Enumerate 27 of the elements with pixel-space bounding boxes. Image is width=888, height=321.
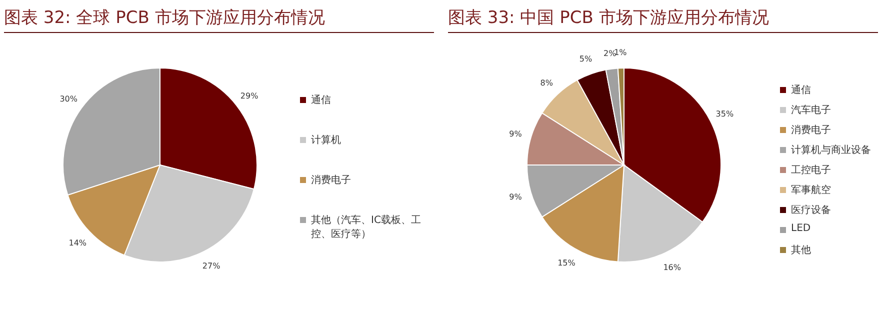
data-label: 9% xyxy=(509,129,522,138)
legend-label: LED xyxy=(791,223,811,234)
legend-label: 消费电子 xyxy=(311,174,351,187)
data-label: 9% xyxy=(509,192,522,202)
data-label: 14% xyxy=(68,238,87,248)
chart-title: 图表 33: 中国 PCB 市场下游应用分布情况 xyxy=(448,6,878,33)
legend-label: 通信 xyxy=(791,84,811,97)
data-label: 27% xyxy=(202,262,221,271)
data-label: 1% xyxy=(614,48,628,58)
data-label: 5% xyxy=(579,54,592,64)
legend-label: 其他（汽车、IC载板、工控、医疗等） xyxy=(311,214,422,241)
data-label: 29% xyxy=(240,92,259,101)
legend-label: 消费电子 xyxy=(791,124,831,137)
legend-label: 计算机 xyxy=(311,134,341,147)
legend-label: 计算机与商业设备 xyxy=(791,144,871,157)
legend-label: 工控电子 xyxy=(791,164,831,177)
data-label: 30% xyxy=(60,94,78,104)
legend-label: 医疗设备 xyxy=(791,204,831,217)
data-label: 35% xyxy=(716,110,734,119)
legend-label: 军事航空 xyxy=(791,184,831,197)
legend-label: 其他 xyxy=(791,244,811,257)
data-label: 15% xyxy=(558,258,576,268)
data-label: 8% xyxy=(540,78,554,88)
legend-label: 汽车电子 xyxy=(791,104,831,117)
legend-label: 通信 xyxy=(311,94,331,107)
data-label: 16% xyxy=(663,263,682,272)
chart-title: 图表 32: 全球 PCB 市场下游应用分布情况 xyxy=(4,6,434,33)
